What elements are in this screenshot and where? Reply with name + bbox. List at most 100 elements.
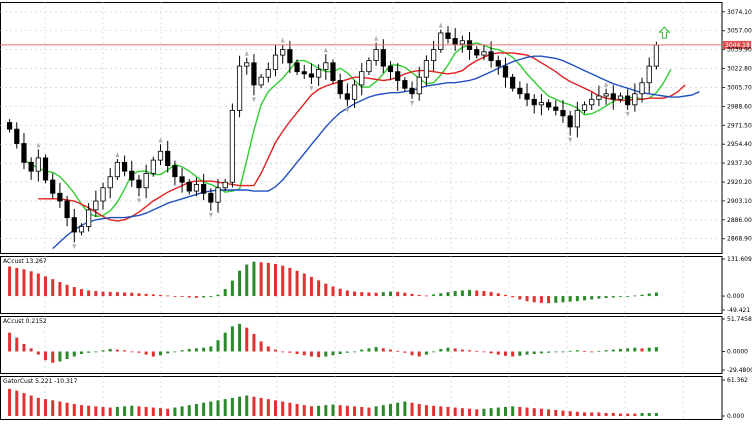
candle-body (474, 49, 480, 56)
indicator-bar (403, 401, 407, 416)
indicator-bar (353, 406, 357, 416)
candle (308, 63, 315, 85)
candle-body (86, 209, 92, 227)
indicator-bar (424, 405, 428, 416)
indicator-bar (640, 348, 644, 352)
candle (121, 155, 128, 177)
indicator-bar (317, 405, 321, 416)
indicator-title: ACcust 0.2152 (3, 318, 47, 325)
indicator-bar (123, 350, 127, 352)
indicator-bar (432, 405, 436, 416)
indicator-bar (274, 263, 278, 297)
candle (517, 81, 523, 99)
indicator-bar (511, 296, 515, 298)
candle-body (136, 179, 142, 189)
indicator-bar (94, 291, 98, 297)
indicator-bar (266, 346, 270, 352)
indicator-bar (518, 351, 522, 356)
candle-body (93, 200, 99, 211)
indicator-bar (288, 402, 292, 416)
indicator-bar (475, 350, 479, 352)
candle-body (438, 32, 444, 50)
indicator-bar (8, 332, 12, 352)
indicator-bar (410, 402, 414, 416)
indicator-bar (15, 267, 19, 297)
candle (280, 44, 286, 64)
indicator-bar (597, 412, 601, 416)
indicator-bar (353, 351, 357, 353)
candle-body (35, 157, 41, 172)
candle (258, 73, 264, 89)
indicator-bar (51, 279, 55, 297)
candle (71, 208, 77, 243)
indicator-bar (180, 296, 184, 297)
candle (431, 40, 437, 71)
candle (64, 195, 70, 227)
candle (78, 223, 85, 236)
indicator-bar (374, 347, 378, 352)
indicator-bar (460, 349, 464, 352)
indicator-bar (525, 407, 529, 416)
candle-body (495, 60, 501, 67)
indicator-bar (238, 396, 242, 416)
indicator-bar (65, 351, 69, 360)
indicator-bar (439, 293, 443, 297)
indicator-bar (583, 350, 587, 352)
indicator-bar (223, 289, 227, 297)
candle (445, 26, 451, 44)
indicator-bar (396, 350, 400, 352)
indicator-bar (654, 347, 658, 352)
indicator-bar (547, 296, 551, 304)
indicator-bar (108, 291, 112, 297)
fractal-down-icon (309, 86, 314, 92)
indicator-bar (360, 406, 364, 416)
candle-body (502, 65, 509, 78)
indicator-bar (539, 296, 543, 303)
indicator-bar (525, 296, 529, 302)
candle (193, 177, 200, 197)
candle (395, 63, 401, 91)
indicator-bar (583, 412, 587, 416)
indicator-bar (640, 294, 644, 297)
indicator-bar (532, 296, 536, 303)
indicator-bar (324, 283, 328, 297)
indicator-bar (324, 351, 328, 357)
indicator-bar (209, 296, 213, 297)
indicator-axis-label: 61.362 (727, 377, 748, 384)
indicator-bar (496, 293, 500, 297)
candle (287, 40, 293, 74)
indicator-bar (374, 406, 378, 416)
indicator-bar (259, 341, 263, 352)
price-axis-label: 2920.20 (727, 179, 752, 186)
candle (459, 35, 465, 53)
indicator-axis-label: 131.609 (727, 256, 752, 263)
candle (222, 178, 228, 192)
indicator-bar (360, 349, 364, 352)
indicator-bar (144, 293, 148, 297)
candle-body (395, 71, 401, 81)
candle-body (323, 62, 329, 70)
indicator-bar (180, 350, 184, 352)
candle (495, 55, 501, 75)
candle-body (157, 150, 164, 161)
fractal-down-icon (251, 97, 256, 103)
candle (100, 182, 106, 210)
candle (229, 103, 235, 188)
buy-arrow-icon (658, 26, 671, 39)
indicator-bar (230, 397, 234, 416)
indicator-bar (29, 271, 33, 297)
indicator-bar (36, 273, 40, 297)
fractal-down-icon (568, 137, 573, 143)
indicator-bar (72, 403, 76, 416)
candle (93, 190, 99, 217)
candle (617, 92, 624, 103)
indicator-bar (446, 347, 450, 352)
candle-body (316, 69, 322, 78)
indicator-bar (194, 403, 198, 416)
indicator-bar (58, 281, 62, 297)
indicator-bar (396, 402, 400, 416)
candle (337, 73, 343, 99)
indicator-bar (252, 261, 256, 297)
indicator-bar (72, 351, 76, 357)
